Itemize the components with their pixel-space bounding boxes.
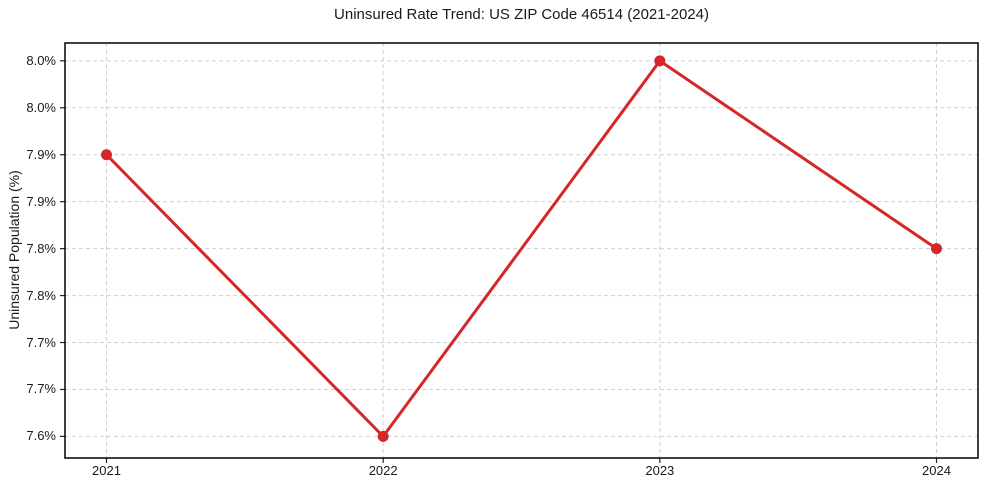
y-tick-label: 7.7% <box>26 334 56 350</box>
x-tick-label: 2021 <box>92 463 121 478</box>
y-tick-label: 7.8% <box>26 287 56 303</box>
chart-title: Uninsured Rate Trend: US ZIP Code 46514 … <box>334 6 709 23</box>
data-point-marker <box>654 55 666 67</box>
data-point-marker <box>377 430 389 442</box>
y-tick-label: 7.6% <box>26 428 56 444</box>
x-tick-label: 2022 <box>368 463 398 478</box>
x-tick-label: 2023 <box>645 463 675 478</box>
trend-line <box>105 59 938 438</box>
y-tick-label: 8.0% <box>26 99 56 115</box>
y-tick-label: 8.0% <box>26 52 56 68</box>
data-point-marker <box>101 149 112 161</box>
x-tick-label: 2024 <box>922 463 951 478</box>
data-point-marker <box>931 243 942 255</box>
y-tick-label: 7.9% <box>26 146 56 162</box>
y-tick-label: 7.7% <box>26 381 56 397</box>
y-tick-label: 7.9% <box>26 193 56 209</box>
y-tick-label: 7.8% <box>26 240 56 256</box>
